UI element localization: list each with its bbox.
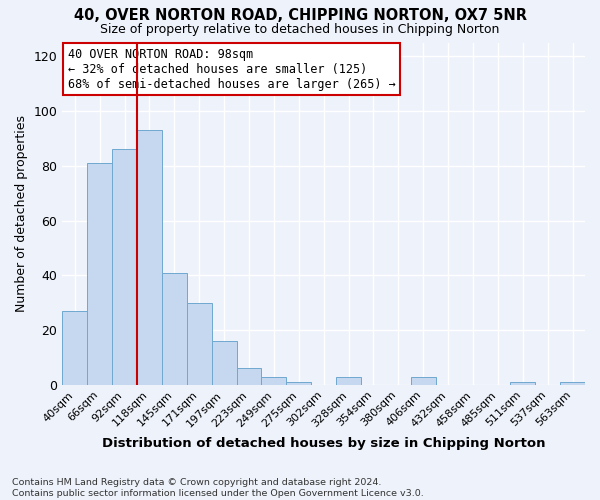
Text: 40, OVER NORTON ROAD, CHIPPING NORTON, OX7 5NR: 40, OVER NORTON ROAD, CHIPPING NORTON, O… bbox=[74, 8, 527, 22]
X-axis label: Distribution of detached houses by size in Chipping Norton: Distribution of detached houses by size … bbox=[102, 437, 545, 450]
Bar bbox=[236, 368, 262, 385]
Bar bbox=[187, 302, 212, 385]
Text: Size of property relative to detached houses in Chipping Norton: Size of property relative to detached ho… bbox=[100, 22, 500, 36]
Bar bbox=[62, 311, 87, 385]
Text: 40 OVER NORTON ROAD: 98sqm
← 32% of detached houses are smaller (125)
68% of sem: 40 OVER NORTON ROAD: 98sqm ← 32% of deta… bbox=[68, 48, 395, 90]
Bar bbox=[112, 150, 137, 385]
Bar bbox=[87, 163, 112, 385]
Text: Contains HM Land Registry data © Crown copyright and database right 2024.
Contai: Contains HM Land Registry data © Crown c… bbox=[12, 478, 424, 498]
Bar bbox=[212, 341, 236, 385]
Bar bbox=[262, 376, 286, 385]
Bar bbox=[511, 382, 535, 385]
Bar bbox=[162, 272, 187, 385]
Bar bbox=[411, 376, 436, 385]
Bar bbox=[560, 382, 585, 385]
Bar bbox=[336, 376, 361, 385]
Bar bbox=[137, 130, 162, 385]
Bar bbox=[286, 382, 311, 385]
Y-axis label: Number of detached properties: Number of detached properties bbox=[15, 115, 28, 312]
